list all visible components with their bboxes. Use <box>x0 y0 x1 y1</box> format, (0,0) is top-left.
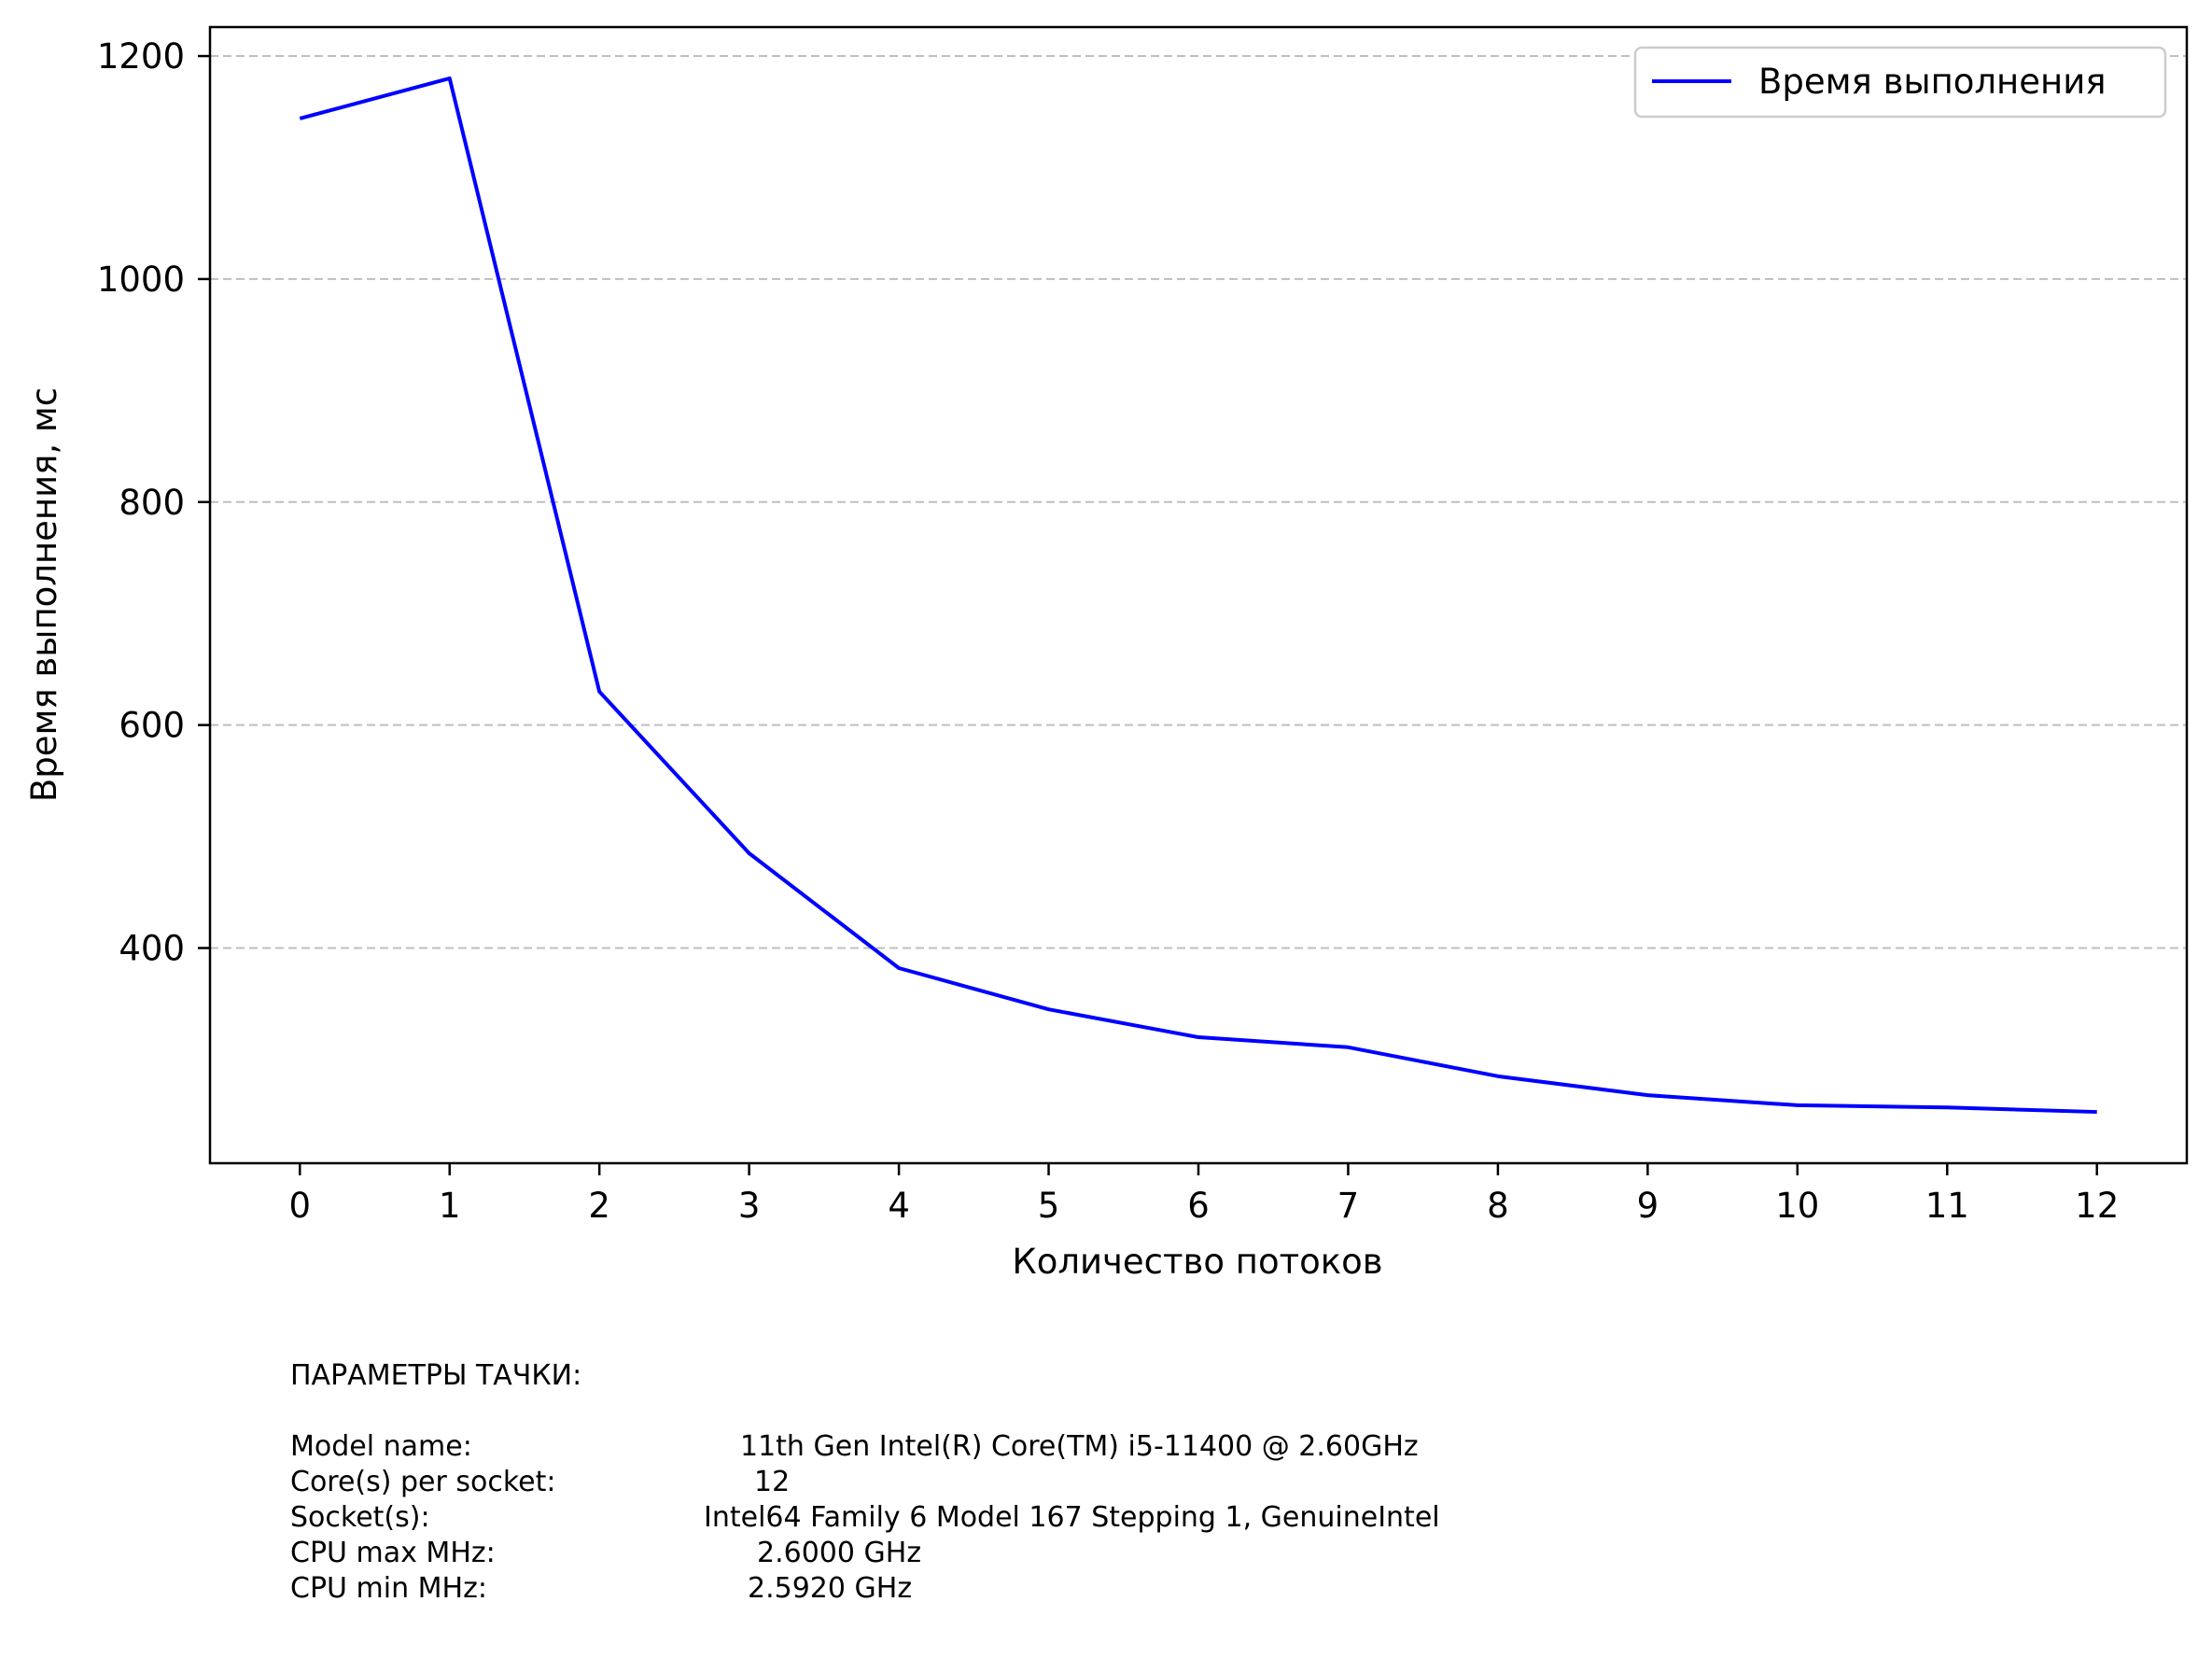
x-tick-label: 0 <box>288 1186 311 1226</box>
spec-value: 2.5920 GHz <box>748 1572 913 1605</box>
series-layer <box>299 76 2097 1115</box>
spec-value: 11th Gen Intel(R) Core(TM) i5-11400 @ 2.… <box>740 1430 1419 1463</box>
grid-lines <box>210 55 2187 949</box>
x-tick-label: 8 <box>1487 1186 1509 1226</box>
x-tick-label: 4 <box>888 1186 910 1226</box>
spec-label: Model name: <box>290 1430 472 1463</box>
x-tick-label: 1 <box>439 1186 461 1226</box>
y-axis-ticks: 400 600 800 1000 1200 <box>97 36 210 968</box>
x-tick-label: 12 <box>2075 1186 2119 1226</box>
x-tick-label: 6 <box>1187 1186 1210 1226</box>
specs-spacer <box>290 1394 581 1429</box>
spec-row-min-mhz: CPU min MHz: 2.5920 GHz <box>290 1571 912 1607</box>
x-axis-label: Количество потоков <box>1012 1242 1382 1282</box>
spec-label: CPU min MHz: <box>290 1572 487 1605</box>
spec-value: 2.6000 GHz <box>757 1537 922 1569</box>
spec-label: CPU max MHz: <box>290 1537 496 1569</box>
x-axis-ticks: 0 1 2 3 4 5 6 7 8 9 10 11 12 <box>288 1163 2119 1226</box>
y-tick-label: 400 <box>119 928 185 968</box>
legend-entry: Время выполнения <box>1758 62 2107 102</box>
x-tick-label: 2 <box>588 1186 610 1226</box>
legend-box <box>1633 46 2167 119</box>
spec-label: Core(s) per socket: <box>290 1466 556 1498</box>
legend: Время выполнения <box>1633 46 2167 119</box>
x-tick-label: 5 <box>1038 1186 1060 1226</box>
spec-value: 12 <box>754 1466 791 1498</box>
spec-value: Intel64 Family 6 Model 167 Stepping 1, G… <box>704 1501 1440 1534</box>
series-line <box>299 76 2097 1115</box>
y-tick-label: 800 <box>119 483 185 523</box>
machine-specs: ПАРАМЕТРЫ ТАЧКИ: Model name: 11th Gen In… <box>290 1358 1440 1607</box>
spec-row-max-mhz: CPU max MHz: 2.6000 GHz <box>290 1536 921 1571</box>
y-tick-label: 1200 <box>97 36 185 77</box>
y-tick-label: 1000 <box>97 260 185 300</box>
x-tick-label: 10 <box>1775 1186 1819 1226</box>
y-axis-label: Время выполнения, мс <box>24 387 64 802</box>
x-tick-label: 7 <box>1337 1186 1360 1226</box>
plot-frame <box>208 25 2189 1165</box>
x-tick-label: 11 <box>1925 1186 1969 1226</box>
specs-title: ПАРАМЕТРЫ ТАЧКИ: <box>290 1359 582 1392</box>
y-tick-label: 600 <box>119 706 185 746</box>
spec-label: Socket(s): <box>290 1501 430 1534</box>
x-tick-label: 3 <box>738 1186 761 1226</box>
x-tick-label: 9 <box>1637 1186 1659 1226</box>
spec-row-model: Model name: 11th Gen Intel(R) Core(TM) i… <box>290 1429 1419 1465</box>
spec-row-socket: Socket(s): Intel64 Family 6 Model 167 St… <box>290 1500 1440 1536</box>
spec-row-cores: Core(s) per socket: 12 <box>290 1465 790 1500</box>
